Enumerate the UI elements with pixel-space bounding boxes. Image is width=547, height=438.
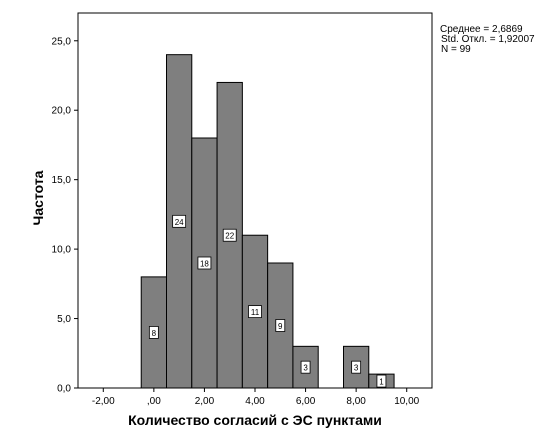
y-tick-label-5: 25,0 (52, 36, 72, 47)
bar-value-label-2: 18 (197, 256, 212, 270)
y-tick-label-3: 15,0 (52, 175, 72, 186)
svg-text:18: 18 (200, 260, 209, 269)
bar-value-label-1: 24 (172, 214, 187, 228)
x-tick-label-6: 10,00 (394, 396, 419, 407)
svg-text:22: 22 (225, 232, 234, 241)
bar-labels-group: 8 24 18 22 11 9 3 3 1 (148, 214, 387, 388)
bar-value-label-6: 3 (300, 360, 311, 374)
svg-text:9: 9 (278, 322, 283, 331)
y-axis-label: Частота (30, 170, 46, 225)
stats-box: Среднее = 2,6869 Std. Откл. = 1,92007 N … (440, 24, 535, 55)
bar-value-label-3: 22 (222, 228, 237, 242)
svg-text:3: 3 (354, 364, 359, 373)
bar-value-label-5: 9 (275, 319, 286, 332)
stats-std: Std. Откл. = 1,92007 (441, 34, 535, 45)
bar-value-label-0: 8 (148, 326, 159, 339)
histogram-bar-6 (292, 345, 319, 389)
svg-text:11: 11 (251, 308, 260, 317)
x-tick-label-1: ,00 (147, 396, 161, 407)
x-axis-ticks: -2,00 ,00 2,00 4,00 6,00 8,00 10,00 (92, 388, 420, 407)
bar-value-label-8: 3 (351, 360, 362, 374)
x-tick-label-3: 4,00 (245, 396, 265, 407)
svg-text:24: 24 (175, 218, 184, 227)
y-tick-label-0: 0,0 (57, 384, 71, 395)
svg-text:3: 3 (303, 364, 308, 373)
x-tick-label-5: 8,00 (346, 396, 366, 407)
x-tick-label-2: 2,00 (195, 396, 215, 407)
stats-mean: Среднее = 2,6869 (440, 24, 523, 35)
bar-value-label-4: 11 (248, 305, 262, 319)
bar-value-label-9: 1 (376, 374, 387, 388)
x-axis-label: Количество согласий с ЭС пунктами (128, 412, 382, 428)
stats-n: N = 99 (441, 44, 471, 55)
y-tick-label-2: 10,0 (52, 245, 72, 256)
y-tick-label-1: 5,0 (57, 314, 71, 325)
svg-text:8: 8 (152, 329, 157, 338)
svg-text:1: 1 (379, 378, 384, 387)
y-axis-ticks: 0,0 5,0 10,0 15,0 20,0 25,0 (52, 36, 78, 395)
y-tick-label-4: 20,0 (52, 106, 72, 117)
x-tick-label-0: -2,00 (92, 396, 115, 407)
x-tick-label-4: 6,00 (296, 396, 316, 407)
